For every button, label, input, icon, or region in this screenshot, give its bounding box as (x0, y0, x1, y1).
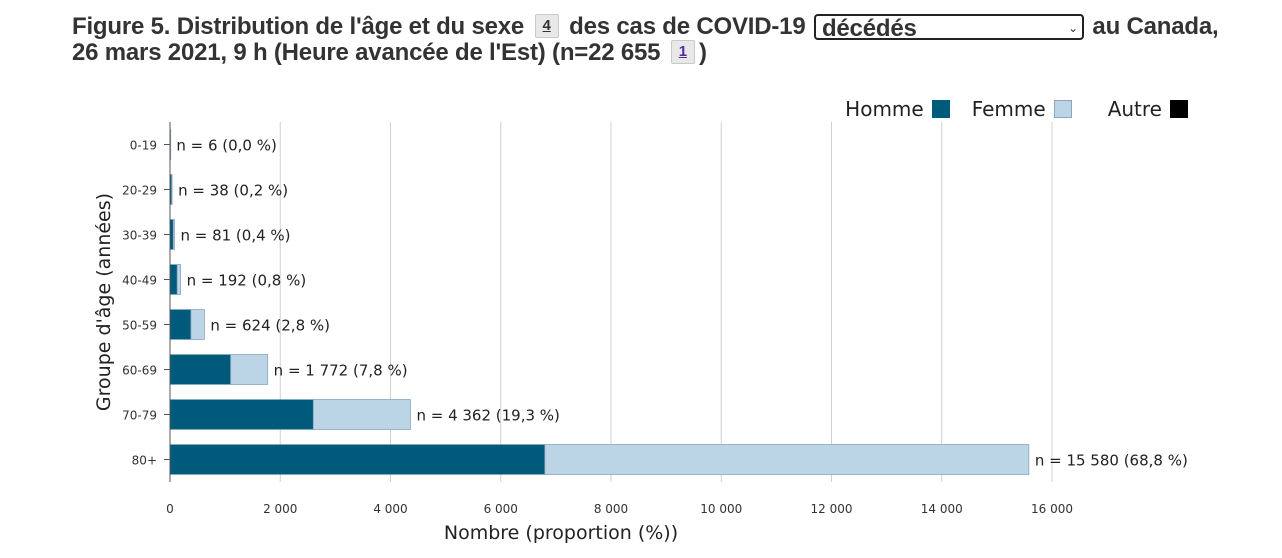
case-type-dropdown-value: décédés (821, 15, 917, 42)
bar-homme-40-49[interactable] (170, 264, 178, 295)
data-label-20-29: n = 38 (0,2 %) (178, 182, 288, 200)
x-tick-label: 14 000 (921, 502, 963, 516)
bar-homme-50-59[interactable] (170, 309, 191, 340)
legend-item-autre[interactable]: Autre (1108, 97, 1188, 121)
data-label-0-19: n = 6 (0,0 %) (176, 137, 277, 155)
bar-femme-60-69[interactable] (230, 354, 269, 385)
y-tick-label-70-79: 70-79 (122, 409, 157, 423)
legend-swatch-homme (931, 100, 950, 118)
bar-femme-30-39[interactable] (172, 219, 175, 250)
bar-femme-0-19[interactable] (169, 129, 172, 160)
y-tick-label-50-59: 50-59 (122, 319, 157, 333)
bar-femme-50-59[interactable] (190, 309, 205, 340)
bar-femme-40-49[interactable] (176, 264, 181, 295)
bar-femme-80+[interactable] (544, 444, 1030, 475)
x-tick-label: 8 000 (594, 502, 628, 516)
bar-homme-30-39[interactable] (170, 219, 174, 250)
bar-femme-70-79[interactable] (312, 399, 411, 430)
footnote-link-1[interactable]: 1 (670, 40, 695, 64)
data-label-30-39: n = 81 (0,4 %) (180, 227, 290, 245)
x-tick-label: 4 000 (373, 502, 407, 516)
y-tick-label-30-39: 30-39 (122, 229, 157, 243)
legend-swatch-femme (1053, 100, 1072, 118)
footnote-link-4[interactable]: 4 (534, 14, 559, 38)
chevron-down-icon: ⌄ (1068, 21, 1078, 35)
legend-item-femme[interactable]: Femme (972, 97, 1072, 121)
legend-label-homme: Homme (845, 97, 924, 121)
legend-label-autre: Autre (1107, 97, 1162, 121)
legend-item-homme[interactable]: Homme (845, 97, 950, 121)
data-label-60-69: n = 1 772 (7,8 %) (274, 362, 408, 380)
legend-label-femme: Femme (971, 97, 1046, 121)
y-tick-label-40-49: 40-49 (122, 274, 157, 288)
x-tick-label: 16 000 (1031, 502, 1073, 516)
x-axis-title: Nombre (proportion (%)) (444, 522, 678, 544)
title-text-1: Figure 5. Distribution de l'âge et du se… (72, 13, 525, 40)
y-tick-label-80+: 80+ (132, 454, 157, 468)
x-tick-label: 0 (166, 502, 174, 516)
bar-homme-80+[interactable] (170, 444, 545, 475)
y-tick-label-60-69: 60-69 (122, 364, 157, 378)
data-label-40-49: n = 192 (0,8 %) (187, 272, 307, 290)
data-label-50-59: n = 624 (2,8 %) (210, 317, 330, 335)
y-tick-label-0-19: 0-19 (130, 139, 157, 153)
data-label-80+: n = 15 580 (68,8 %) (1035, 452, 1188, 470)
legend-swatch-autre (1170, 100, 1188, 118)
x-tick-label: 2 000 (263, 502, 297, 516)
title-text-4: ) (698, 39, 707, 66)
bar-homme-20-29[interactable] (170, 174, 172, 205)
data-label-70-79: n = 4 362 (19,3 %) (416, 407, 559, 425)
case-type-dropdown[interactable]: décédés ⌄ (813, 14, 1084, 42)
title-text-2: des cas de COVID-19 (569, 13, 806, 40)
x-tick-label: 10 000 (700, 502, 742, 516)
bar-homme-0-19[interactable] (170, 129, 171, 160)
title-text-3: au Canada, 26 mars 2021, 9 h (Heure avan… (72, 13, 1219, 66)
bar-homme-60-69[interactable] (170, 354, 231, 385)
x-tick-label: 6 000 (484, 502, 518, 516)
chart-title: Figure 5. Distribution de l'âge et du se… (72, 14, 1222, 66)
x-tick-label: 12 000 (811, 502, 853, 516)
y-axis-title: Groupe d'âge (années) (93, 193, 115, 411)
bar-homme-70-79[interactable] (170, 399, 314, 430)
bar-femme-20-29[interactable] (171, 174, 173, 205)
y-tick-label-20-29: 20-29 (122, 184, 157, 198)
chart-legend: Homme Femme Autre (845, 97, 1188, 121)
